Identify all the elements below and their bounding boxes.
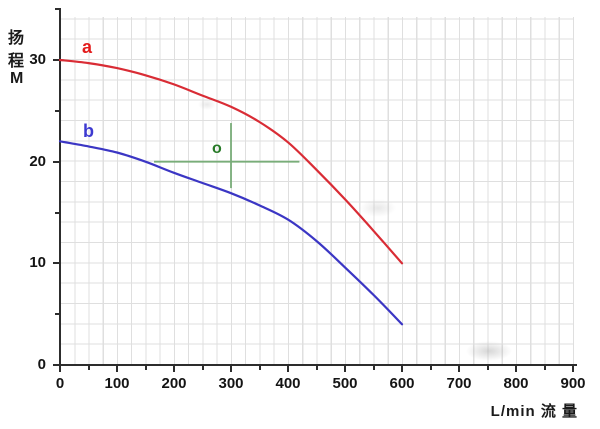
x-tick-label: 600 <box>389 375 415 392</box>
x-major-tick <box>173 366 175 372</box>
x-tick-label: 800 <box>503 375 529 392</box>
y-major-tick <box>53 262 59 265</box>
x-minor-tick <box>201 366 204 370</box>
y-tick-label: 10 <box>29 254 46 272</box>
y-tick-label: 0 <box>37 356 46 373</box>
y-minor-tick <box>55 211 59 214</box>
x-tick-label: 900 <box>560 375 586 392</box>
x-tick-label: 400 <box>275 375 301 392</box>
y-minor-tick <box>55 109 59 112</box>
x-tick-label: 500 <box>332 375 358 392</box>
x-major-tick <box>230 366 232 372</box>
x-major-tick <box>458 366 460 372</box>
y-axis-title-char: M <box>10 70 24 87</box>
y-major-tick <box>53 59 59 61</box>
x-tick-label: 200 <box>161 375 187 392</box>
series-a-label: a <box>82 36 93 57</box>
y-major-tick <box>53 160 59 163</box>
x-axis-title: L/min 流 量 <box>490 403 578 420</box>
x-major-tick <box>344 366 346 372</box>
x-minor-tick <box>258 366 261 370</box>
operating-point-label: o <box>212 140 222 158</box>
series-b-label: b <box>82 121 94 142</box>
x-minor-tick <box>315 366 318 370</box>
x-tick-label: 0 <box>55 375 65 392</box>
x-minor-tick <box>486 366 489 370</box>
y-minor-tick <box>55 8 59 11</box>
x-minor-tick <box>372 366 375 370</box>
x-minor-tick <box>144 366 147 370</box>
x-tick-label: 700 <box>446 375 472 392</box>
x-major-tick <box>572 366 574 372</box>
y-axis-title-char: 扬 <box>8 30 25 47</box>
x-minor-tick <box>543 366 546 370</box>
plot-grid <box>60 17 574 365</box>
x-major-tick <box>401 366 403 372</box>
x-minor-tick <box>87 366 90 370</box>
x-tick-label: 300 <box>218 375 244 392</box>
y-minor-tick <box>55 313 59 316</box>
x-major-tick <box>116 366 118 372</box>
y-major-tick <box>53 364 59 366</box>
x-major-tick <box>515 366 517 372</box>
y-axis-line <box>59 8 61 368</box>
x-major-tick <box>59 366 61 372</box>
y-tick-label: 30 <box>29 51 46 68</box>
x-major-tick <box>287 366 289 372</box>
y-tick-label: 20 <box>29 152 46 170</box>
y-axis-title-char: 程 <box>8 53 25 70</box>
x-tick-label: 100 <box>104 375 130 392</box>
x-axis-line <box>58 364 577 366</box>
x-minor-tick <box>429 366 432 370</box>
